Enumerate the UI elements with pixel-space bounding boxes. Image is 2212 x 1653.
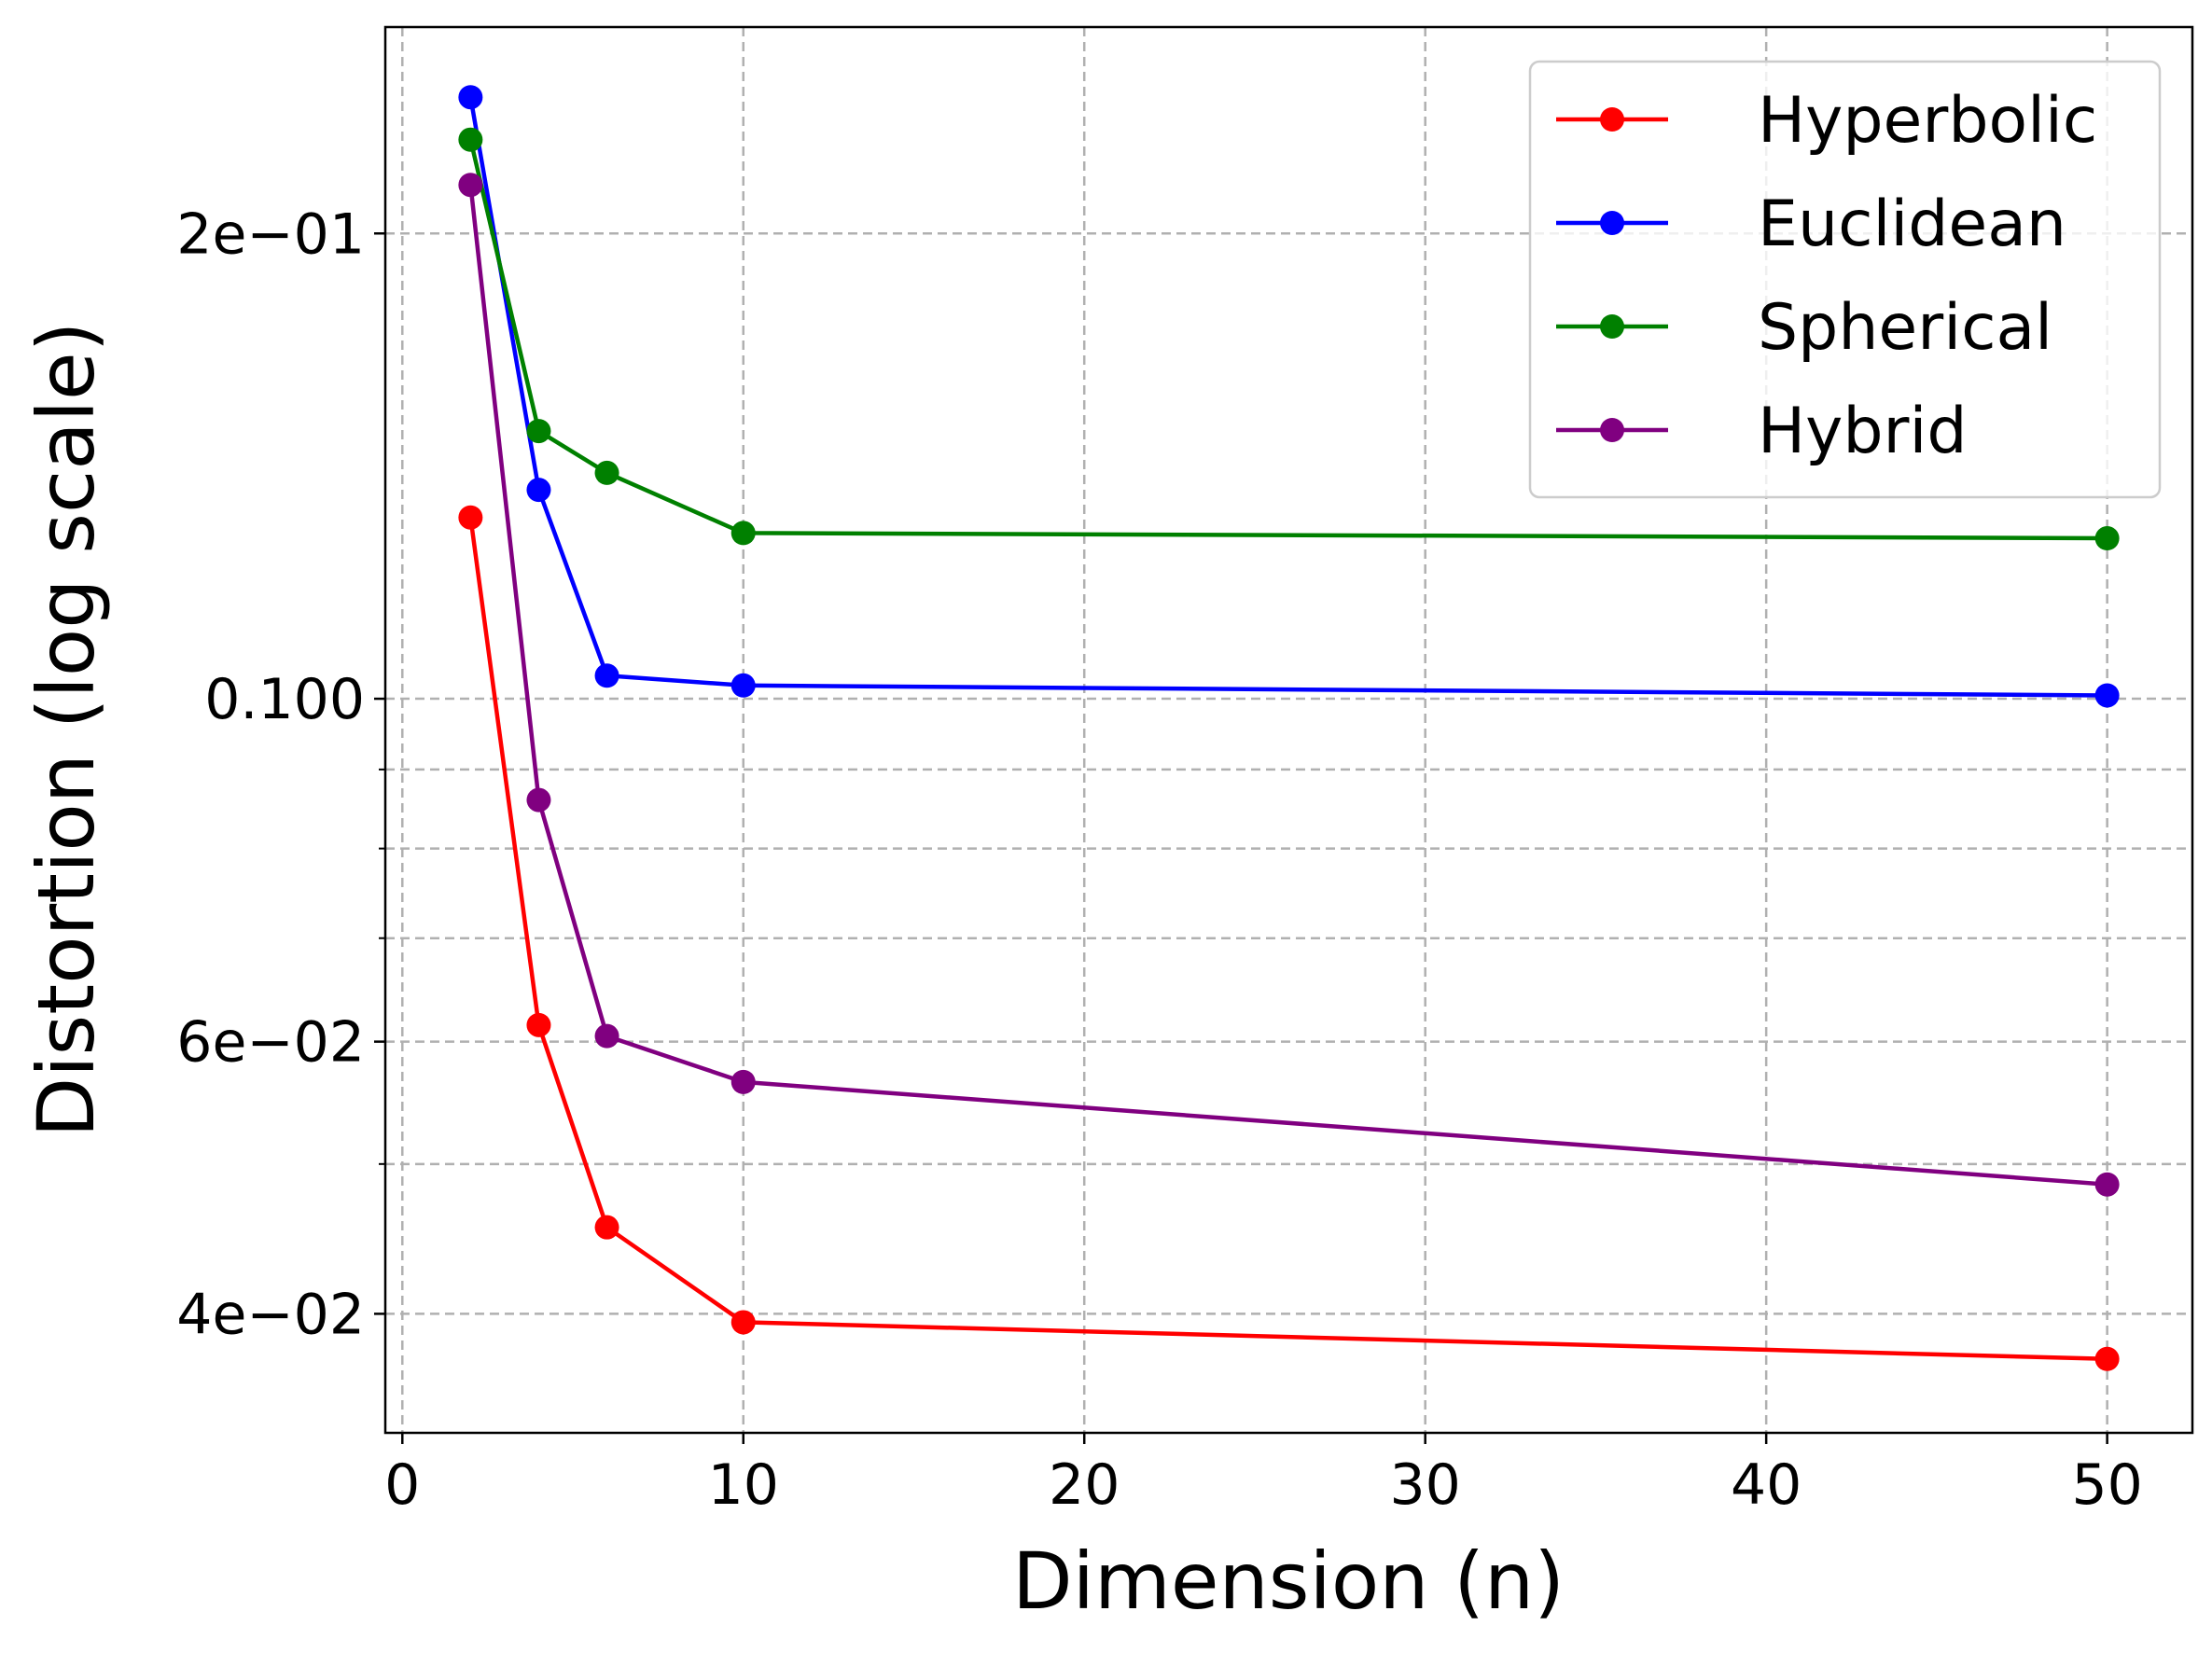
data-point [526,1012,551,1037]
legend-item-spherical: Spherical [1556,291,2052,365]
x-tick-label: 20 [1049,1452,1120,1518]
data-point [2094,1172,2120,1197]
series-spherical [458,127,2120,551]
data-point [730,521,756,546]
y-tick-label: 0.100 [204,667,365,732]
data-point [458,505,483,530]
data-point [730,673,756,698]
y-tick-label: 6e−02 [176,1010,365,1076]
data-point [2094,1346,2120,1371]
y-axis: 4e−02 6e−02 0.100 2e−01 [176,201,385,1347]
x-axis: 0 10 20 30 40 50 [384,1433,2143,1518]
x-tick-label: 10 [708,1452,779,1518]
series-euclidean [458,85,2120,708]
legend-item-euclidean: Euclidean [1556,188,2066,261]
legend-label: Hybrid [1758,395,1968,468]
data-point [526,419,551,444]
series-hyperbolic [458,505,2120,1371]
grid-lines [385,27,2192,1433]
legend-item-hybrid: Hybrid [1556,395,1968,468]
legend-marker [1600,418,1624,442]
legend-item-hyperbolic: Hyperbolic [1556,84,2097,158]
x-axis-title: Dimension (n) [1012,1535,1565,1627]
x-tick-label: 0 [384,1452,420,1518]
series-hybrid [458,173,2120,1197]
legend: Hyperbolic Euclidean Spherical Hybrid [1528,60,2162,499]
data-point [594,663,619,688]
y-tick-label: 2e−01 [176,201,365,267]
x-tick-label: 30 [1390,1452,1461,1518]
data-point [2094,683,2120,708]
y-axis-title: Distortion (log scale) [21,322,112,1138]
legend-box [1528,60,2162,499]
data-point [458,127,483,152]
data-point [594,460,619,485]
data-point [458,85,483,110]
legend-marker [1600,314,1624,339]
y-tick-label: 4e−02 [176,1282,365,1347]
x-tick-label: 50 [2071,1452,2142,1518]
legend-marker [1600,107,1624,132]
data-point [594,1215,619,1240]
series-layer [458,85,2120,1371]
data-point [526,478,551,503]
legend-label: Hyperbolic [1758,84,2097,158]
data-point [730,1069,756,1094]
data-point [730,1310,756,1335]
legend-label: Spherical [1758,291,2052,365]
legend-marker [1600,211,1624,235]
data-point [594,1023,619,1049]
x-tick-label: 40 [1731,1452,1802,1518]
data-point [458,173,483,198]
legend-label: Euclidean [1758,188,2066,261]
plot-frame [383,25,2194,1435]
data-point [526,787,551,813]
data-point [2094,526,2120,551]
